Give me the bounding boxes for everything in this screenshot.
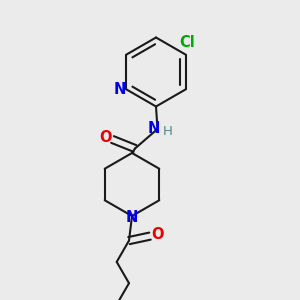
Text: Cl: Cl (179, 35, 195, 50)
Text: N: N (114, 82, 126, 97)
Text: O: O (151, 227, 164, 242)
Text: N: N (126, 210, 138, 225)
Text: N: N (148, 122, 160, 136)
Text: H: H (163, 125, 173, 138)
Text: O: O (100, 130, 112, 146)
